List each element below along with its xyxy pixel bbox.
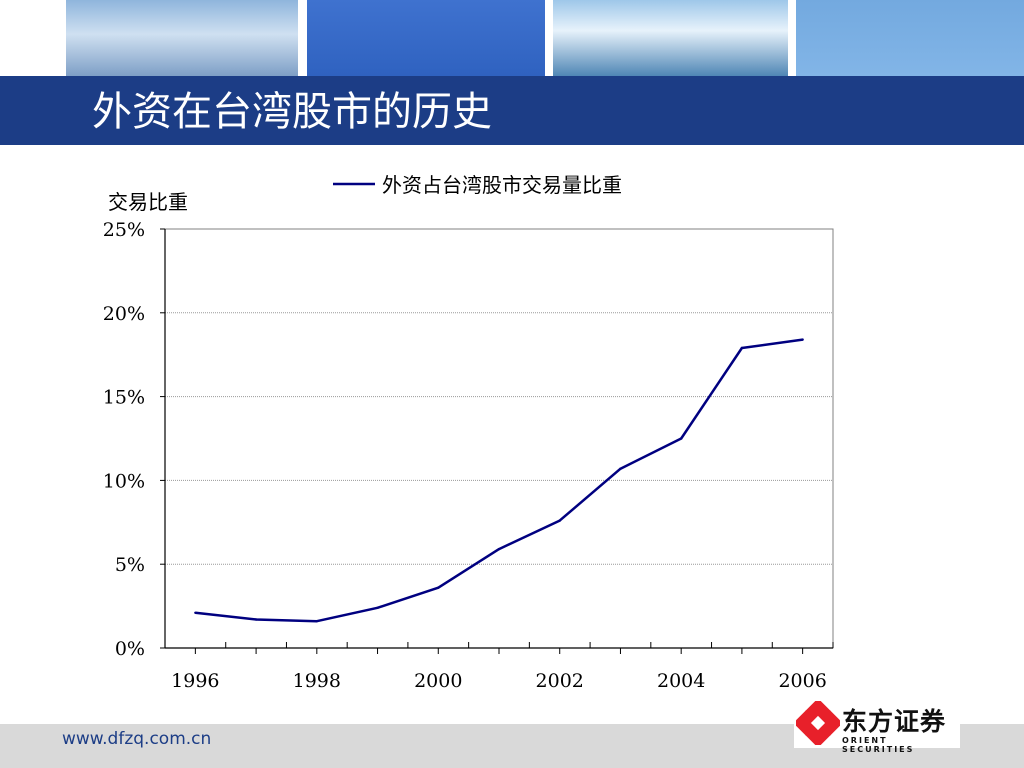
x-axis-ticks: 1996 1998 2000 2002 2004 2006 <box>164 642 834 692</box>
data-point <box>194 611 197 615</box>
x-tick-label: 1996 <box>171 670 219 692</box>
banner-blank <box>0 0 60 76</box>
logo-mark-icon <box>796 701 840 745</box>
data-point <box>801 338 804 341</box>
data-point <box>497 547 501 551</box>
banner-image-buildings <box>553 0 788 76</box>
footer-url[interactable]: www.dfzq.com.cn <box>62 729 212 749</box>
gridlines <box>165 312 833 565</box>
data-point <box>619 467 622 470</box>
y-tick-label: 15% <box>103 387 145 409</box>
data-point <box>254 618 258 621</box>
data-point <box>376 606 379 609</box>
x-tick-label: 2002 <box>536 670 584 692</box>
y-tick-label: 10% <box>103 470 145 492</box>
y-axis-ticks: 0% 5% 10% 15% 20% 25% <box>103 219 165 660</box>
data-point <box>558 519 561 522</box>
banner-image-hands <box>66 0 298 76</box>
banner-image-blue <box>307 0 545 76</box>
logo-subtitle: ORIENT SECURITIES <box>842 736 915 754</box>
x-tick-label: 2006 <box>778 670 826 692</box>
logo-name: 东方证券 <box>842 707 947 736</box>
x-tick-label: 2004 <box>657 670 705 692</box>
y-tick-label: 0% <box>115 638 145 660</box>
data-point <box>437 586 440 589</box>
data-point <box>740 346 744 350</box>
title-bar <box>0 76 1024 145</box>
y-tick-label: 20% <box>103 303 145 325</box>
series-lines <box>194 338 804 623</box>
data-point <box>679 437 683 440</box>
line-chart: 0% 5% 10% 15% 20% 25% 1996 1998 2000 2002 2004 200… <box>103 173 834 692</box>
y-tick-label: 25% <box>103 219 145 241</box>
y-tick-label: 5% <box>115 554 145 576</box>
y-axis-label: 交易比重 <box>108 190 188 214</box>
plot-area <box>164 228 834 649</box>
x-tick-label: 1998 <box>293 670 341 692</box>
banner-image-sky <box>796 0 1024 76</box>
data-point <box>315 619 319 623</box>
company-logo: 东方证券 ORIENT SECURITIES <box>794 698 960 754</box>
header-banner <box>0 0 1024 76</box>
legend-label: 外资占台湾股市交易量比重 <box>382 173 622 197</box>
slide-title: 外资在台湾股市的历史 <box>92 89 492 135</box>
x-tick-label: 2000 <box>414 670 462 692</box>
legend: 外资占台湾股市交易量比重 <box>333 173 622 197</box>
